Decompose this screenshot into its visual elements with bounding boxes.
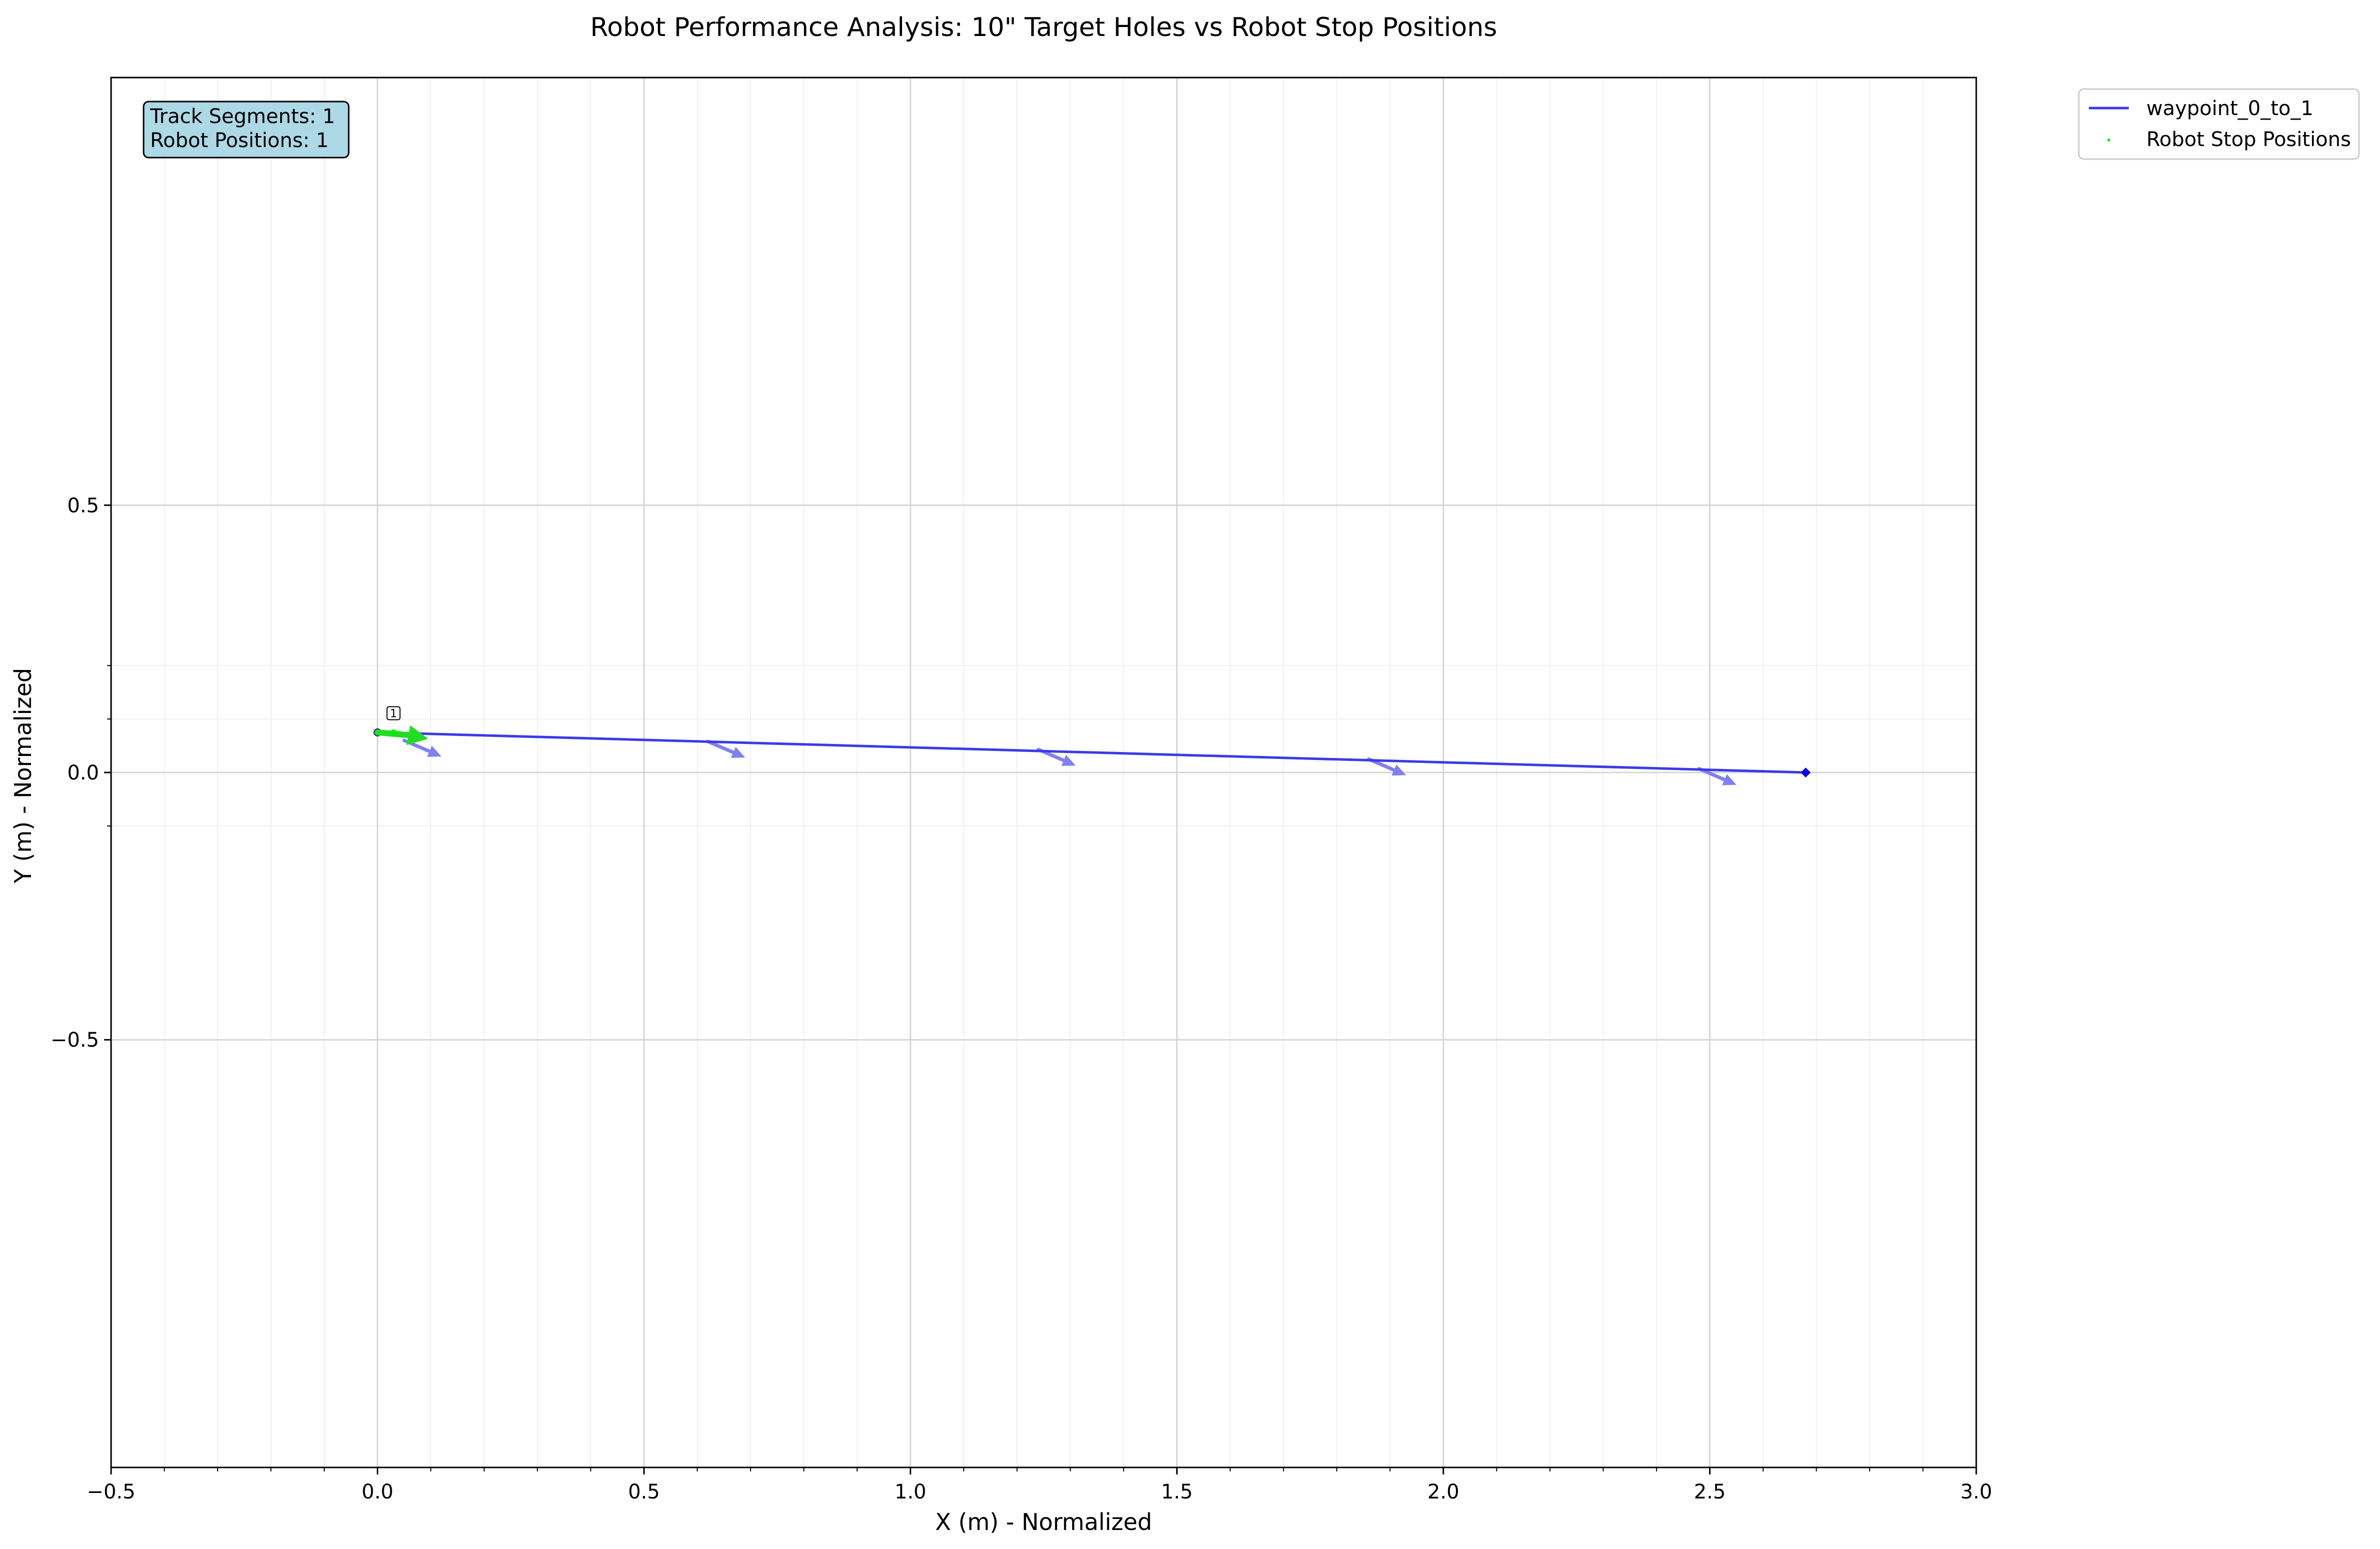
series-line-waypoint-0-to-1 — [377, 731, 1806, 774]
stop-position-label-text: 1 — [390, 707, 397, 720]
x-tick-label: 1.0 — [895, 1480, 927, 1503]
y-tick-label: 0.5 — [67, 494, 99, 517]
y-axis-ticks: 0.5 0.0 −0.5 — [51, 494, 111, 1052]
info-box: Track Segments: 1 Robot Positions: 1 — [143, 101, 350, 159]
y-tick-label: 0.0 — [67, 761, 99, 785]
direction-arrow-head — [427, 745, 442, 757]
y-tick-label: −0.5 — [51, 1029, 99, 1052]
x-tick-label: 3.0 — [1960, 1480, 1992, 1503]
legend-point-swatch — [2107, 139, 2110, 142]
x-axis-ticks: −0.5 0.0 0.5 1.0 1.5 2.0 2.5 3.0 — [87, 1467, 1992, 1503]
direction-arrow-head — [1061, 754, 1076, 766]
stop-position-label: 1 — [386, 706, 401, 720]
end-marker — [1801, 767, 1811, 778]
legend-entry-waypoint-0-to-1: waypoint_0_to_1 — [2146, 97, 2313, 120]
y-axis-label: Y (m) - Normalized — [10, 668, 37, 884]
info-track-segments: Track Segments: 1 — [150, 105, 335, 128]
stop-position-arrow-head — [406, 725, 428, 745]
direction-arrow-head — [1722, 774, 1737, 786]
robot-stop-point — [390, 729, 397, 735]
direction-arrow-head — [1391, 764, 1406, 776]
legend-entry-robot-stop-positions: Robot Stop Positions — [2146, 128, 2351, 151]
x-tick-label: 0.5 — [628, 1480, 660, 1503]
stop-position-label-box — [386, 706, 401, 720]
x-axis-label: X (m) - Normalized — [935, 1508, 1152, 1535]
direction-arrow-head — [730, 746, 745, 758]
chart-title: Robot Performance Analysis: 10" Target H… — [590, 13, 1497, 43]
x-tick-label: −0.5 — [87, 1480, 135, 1503]
robot-stop-positions — [374, 725, 428, 745]
legend-frame — [2078, 88, 2360, 160]
direction-arrow-shaft — [706, 739, 735, 754]
info-box-background — [143, 101, 350, 159]
x-tick-label: 1.5 — [1161, 1480, 1193, 1503]
x-tick-label: 2.0 — [1427, 1480, 1459, 1503]
legend: waypoint_0_to_1 Robot Stop Positions — [2078, 88, 2360, 160]
x-tick-label: 2.5 — [1694, 1480, 1726, 1503]
info-robot-positions: Robot Positions: 1 — [150, 129, 329, 152]
x-tick-label: 0.0 — [362, 1480, 394, 1503]
